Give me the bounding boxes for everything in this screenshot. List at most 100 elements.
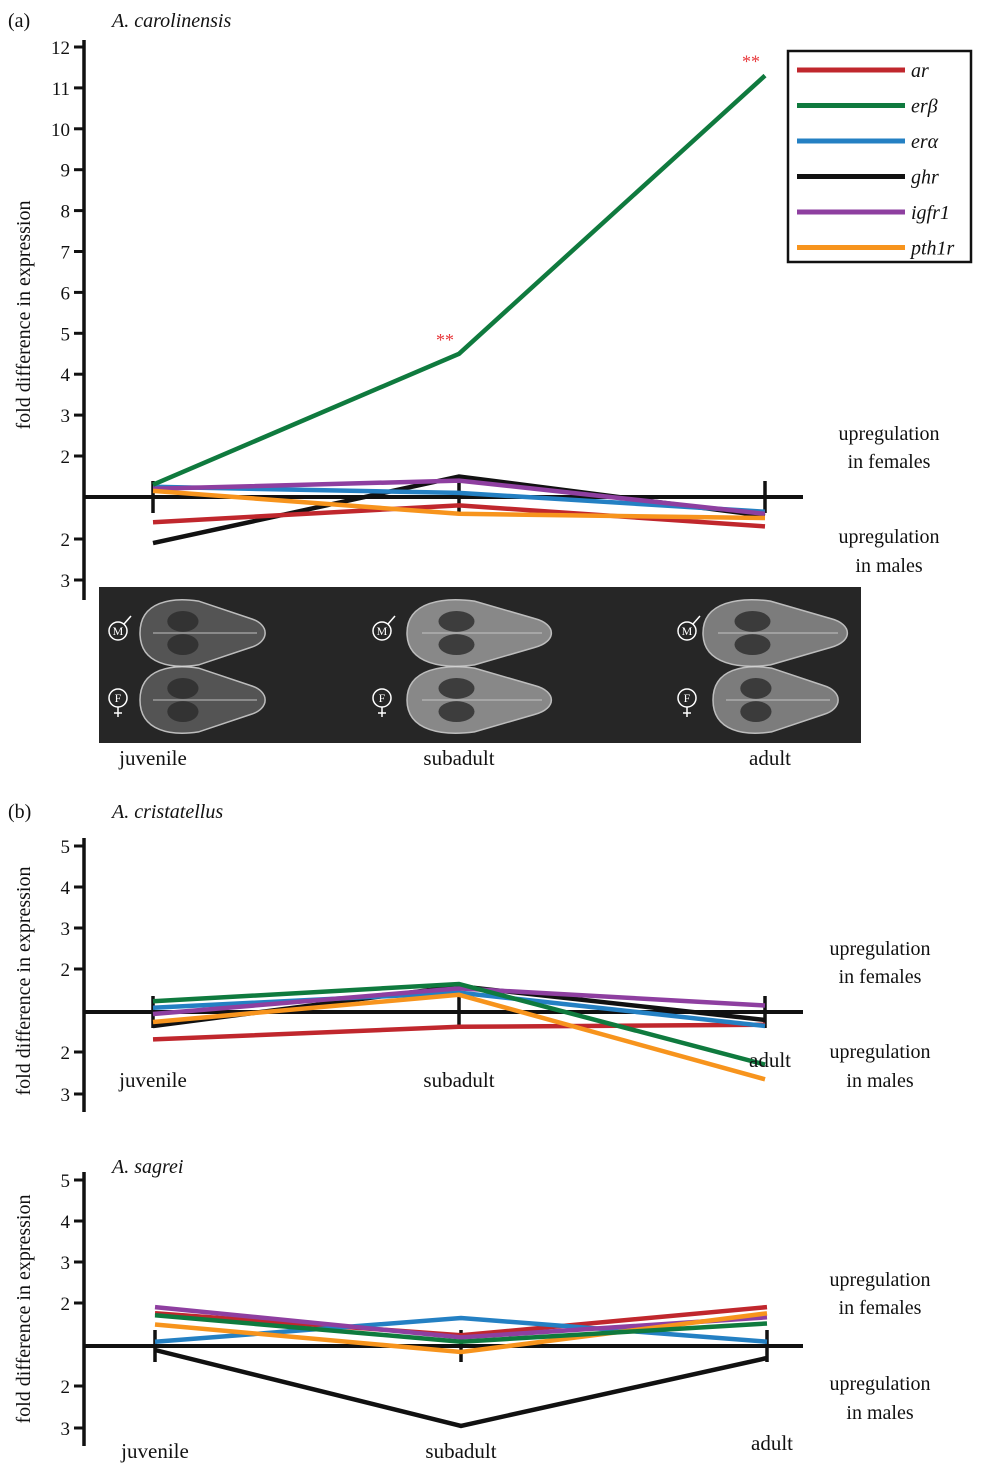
panel-c-region-upper-line2: in females [839,1297,922,1319]
panel-a-ytick-label: 5 [61,324,71,345]
panel-a-region-lower-line1: upregulation [838,526,939,548]
panel-b-region-upper-line2: in females [839,966,922,988]
male-symbol-icon: M [108,615,132,641]
skull-orbit [438,701,475,723]
skull-orbit [167,634,199,656]
skull-orbit [438,677,475,699]
panel-b-category-label: adult [749,1048,791,1072]
panel-c-title: A. sagrei [110,1156,183,1178]
skull-image-panel: M M M F F F [99,587,861,743]
female-symbol-icon: F [372,688,392,717]
panel-a-ytick-label: 2 [61,447,71,468]
panel-a-region-upper-line2: in females [848,451,931,473]
panel-a-region-upper-line1: upregulation [838,423,939,445]
panel-b-ytick-label: 4 [61,878,71,899]
skull-image [139,599,266,667]
skull-orbit [740,701,772,723]
panel-a-ytick-label: 3 [61,406,71,427]
legend-label-er-alpha: erα [911,131,939,153]
sex-symbol-arrow [387,615,396,625]
skull-image [406,666,553,734]
panel-c-ytick-label: 4 [61,1212,71,1233]
panel-b-title: A. cristatellus [110,801,223,823]
legend-label-ar: ar [911,60,929,82]
panel-b-category-label: juvenile [118,1068,187,1092]
panel-b-label: (b) [8,801,31,823]
panel-b-ytick-label: 2 [61,960,71,981]
panel-c-region-upper-line1: upregulation [829,1269,930,1291]
panel-c-ytick-label: 2 [61,1294,71,1315]
panel-a-ytick-label: 4 [61,365,71,386]
panel-a-series-er-beta [152,73,767,487]
panel-b-ytick-label: 5 [61,837,71,858]
panel-c-ytick-label: 2 [61,1377,71,1398]
female-symbol-icon: F [677,688,697,717]
legend-label-igfr1: igfr1 [911,202,950,224]
sex-symbol-letter: F [379,691,386,705]
panel-a-category-label: juvenile [118,746,187,770]
panel-a-ytick-label: 3 [61,571,71,592]
panel-a-ytick-label: 9 [61,161,71,182]
panel-c-ylabel: fold difference in expression [13,1195,35,1424]
skull-image [139,666,266,734]
male-symbol-icon: M [677,615,701,641]
panel-a-significance-marker: ** [742,52,760,72]
skull-orbit [734,610,771,632]
panel-b-ytick-label: 3 [61,1085,71,1106]
skull-orbit [167,677,199,699]
female-symbol-icon: F [108,688,128,717]
panel-b-series-ar [152,1022,766,1042]
panel-b-ytick-label: 3 [61,919,71,940]
legend: ar erβ erα ghr igfr1 pth1r [786,49,973,264]
panel-a-significance-marker: ** [436,330,454,350]
panel-b-series-igfr1 [152,986,766,1017]
legend-label-ghr: ghr [911,167,939,189]
panel-b-region-upper-line1: upregulation [829,938,930,960]
panel-c-series-er-beta [154,1313,768,1344]
sex-symbol-letter: F [684,691,691,705]
panel-a-ylabel: fold difference in expression [13,201,35,430]
sex-symbol-arrow [123,615,132,625]
panel-b-region-lower-line1: upregulation [829,1041,930,1063]
skull-orbit [167,610,199,632]
panel-c-region-lower-line1: upregulation [829,1373,930,1395]
sex-symbol-letter: M [113,624,124,638]
skull-orbit [438,610,475,632]
sex-symbol-circle [108,621,128,641]
sex-symbol-letter: M [377,624,388,638]
panel-b-region-lower-line2: in males [846,1070,913,1092]
panel-c-ytick-label: 3 [61,1253,71,1274]
panel-a-ytick-label: 12 [51,38,70,59]
panel-b-ylabel: fold difference in expression [13,867,35,1096]
panel-a-series-igfr1 [152,478,766,517]
legend-label-pth1r: pth1r [909,238,955,260]
panel-a-region-lower-line2: in males [855,555,922,577]
panel-c-category-label: adult [751,1431,793,1455]
panel-c-region-lower-line2: in males [846,1402,913,1424]
panel-b-series-pth1r [152,992,766,1082]
sex-symbol-circle [372,621,392,641]
panel-a-ytick-label: 11 [52,79,70,100]
sex-symbol-letter: F [115,691,122,705]
skull-image [702,599,849,667]
panel-a-title: A. carolinensis [110,10,231,32]
skull-image [712,666,839,734]
panel-c-series-ghr [154,1347,768,1429]
panel-a-label: (a) [8,10,30,32]
skull-orbit [438,634,475,656]
legend-label-er-beta: erβ [911,96,938,118]
panel-c-category-label: subadult [425,1439,496,1463]
skull-image [406,599,553,667]
panel-a-series-er-alpha [152,484,766,514]
male-symbol-icon: M [372,615,396,641]
skull-orbit [167,701,199,723]
panel-a-ytick-label: 7 [61,243,71,264]
sex-symbol-arrow [692,615,701,625]
panel-a-ytick-label: 6 [61,283,71,304]
panel-a-series-ar [152,503,766,529]
legend-box [786,49,973,264]
panel-a-ytick-label: 2 [61,530,71,551]
panel-c-series-pth1r [154,1311,768,1355]
panel-c-ytick-label: 3 [61,1419,71,1440]
